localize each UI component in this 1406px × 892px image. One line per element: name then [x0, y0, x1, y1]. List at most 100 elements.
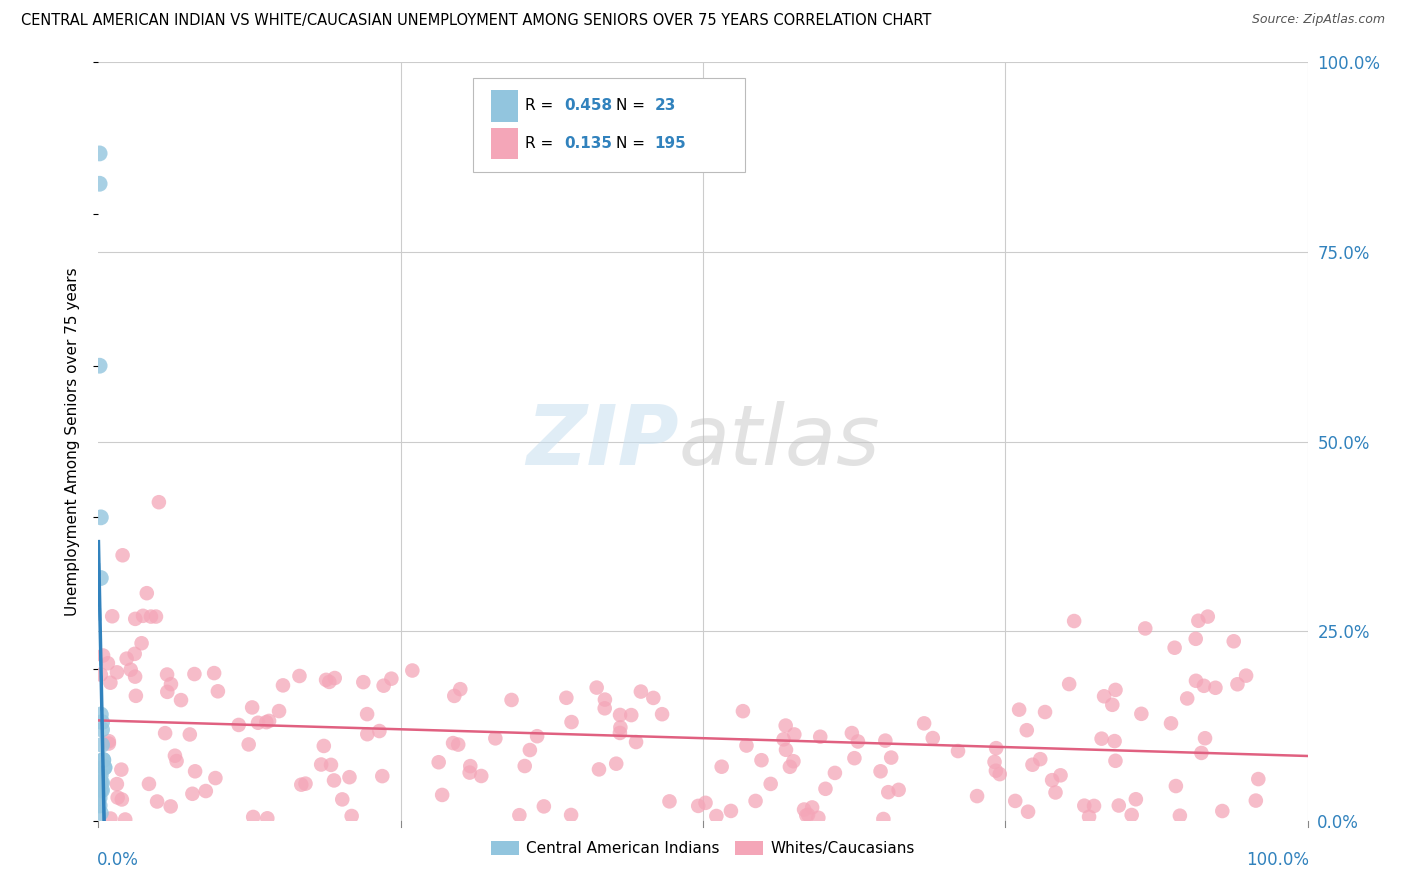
- Point: [166, 754, 188, 768]
- Point: [533, 799, 555, 814]
- Point: [1083, 798, 1105, 813]
- Point: [271, 678, 294, 692]
- Point: [181, 787, 204, 801]
- Point: [1164, 779, 1187, 793]
- Point: [1247, 772, 1270, 786]
- Point: [1090, 731, 1112, 746]
- Point: [100, 812, 122, 826]
- Point: [751, 753, 773, 767]
- Text: 195: 195: [655, 136, 686, 151]
- Point: [290, 778, 312, 792]
- Point: [1168, 808, 1191, 822]
- Text: 23: 23: [655, 98, 676, 113]
- Point: [90, 776, 112, 790]
- Point: [443, 689, 465, 703]
- Point: [156, 685, 179, 699]
- Point: [148, 495, 170, 509]
- Point: [1234, 668, 1257, 682]
- Point: [643, 690, 665, 705]
- Point: [814, 781, 837, 796]
- Point: [93, 760, 115, 774]
- Point: [240, 700, 263, 714]
- Point: [368, 724, 391, 739]
- Point: [1057, 677, 1080, 691]
- Point: [658, 794, 681, 808]
- Point: [1211, 804, 1233, 818]
- Point: [356, 727, 378, 741]
- Point: [1108, 798, 1130, 813]
- Point: [560, 808, 582, 822]
- Point: [983, 755, 1005, 769]
- Point: [288, 669, 311, 683]
- Point: [89, 146, 111, 161]
- Point: [1135, 622, 1157, 636]
- Point: [401, 664, 423, 678]
- Text: R =: R =: [526, 98, 558, 113]
- Point: [470, 769, 492, 783]
- Point: [97, 737, 120, 751]
- Point: [1073, 798, 1095, 813]
- Point: [1121, 808, 1143, 822]
- Point: [797, 807, 820, 822]
- Point: [794, 808, 817, 822]
- Point: [90, 571, 112, 585]
- Point: [91, 738, 114, 752]
- Point: [1008, 703, 1031, 717]
- Point: [441, 736, 464, 750]
- Point: [775, 743, 797, 757]
- Point: [875, 733, 897, 747]
- Point: [988, 767, 1011, 781]
- Point: [824, 766, 846, 780]
- Point: [110, 763, 132, 777]
- Point: [966, 789, 988, 803]
- Point: [138, 777, 160, 791]
- FancyBboxPatch shape: [474, 78, 745, 172]
- Point: [170, 693, 193, 707]
- Point: [593, 701, 616, 715]
- Point: [555, 690, 578, 705]
- Point: [380, 672, 402, 686]
- Point: [309, 757, 332, 772]
- FancyBboxPatch shape: [492, 128, 517, 160]
- Point: [1184, 632, 1206, 646]
- Text: 0.0%: 0.0%: [97, 851, 139, 869]
- Point: [204, 771, 226, 785]
- Point: [1197, 609, 1219, 624]
- Text: Source: ZipAtlas.com: Source: ZipAtlas.com: [1251, 13, 1385, 27]
- Point: [1192, 679, 1215, 693]
- Point: [710, 760, 733, 774]
- Point: [294, 777, 316, 791]
- Point: [131, 636, 153, 650]
- Point: [179, 727, 201, 741]
- Point: [560, 715, 582, 730]
- Point: [160, 677, 183, 691]
- Point: [783, 727, 806, 741]
- Point: [1063, 614, 1085, 628]
- Point: [1021, 757, 1043, 772]
- Point: [323, 773, 346, 788]
- Point: [1226, 677, 1249, 691]
- Point: [89, 791, 111, 805]
- Point: [257, 714, 280, 728]
- Point: [1049, 768, 1071, 782]
- Text: N =: N =: [616, 136, 650, 151]
- Point: [1015, 723, 1038, 738]
- Point: [1045, 785, 1067, 799]
- Point: [605, 756, 627, 771]
- Point: [1185, 673, 1208, 688]
- Point: [91, 753, 114, 767]
- Point: [921, 731, 943, 745]
- Point: [124, 612, 146, 626]
- Point: [153, 726, 176, 740]
- Point: [89, 798, 111, 813]
- Point: [1204, 681, 1226, 695]
- Point: [609, 726, 631, 740]
- Point: [779, 760, 801, 774]
- Text: atlas: atlas: [679, 401, 880, 482]
- Point: [371, 769, 394, 783]
- Point: [340, 809, 363, 823]
- Point: [91, 783, 114, 797]
- Point: [89, 359, 111, 373]
- Point: [588, 763, 610, 777]
- Point: [869, 764, 891, 779]
